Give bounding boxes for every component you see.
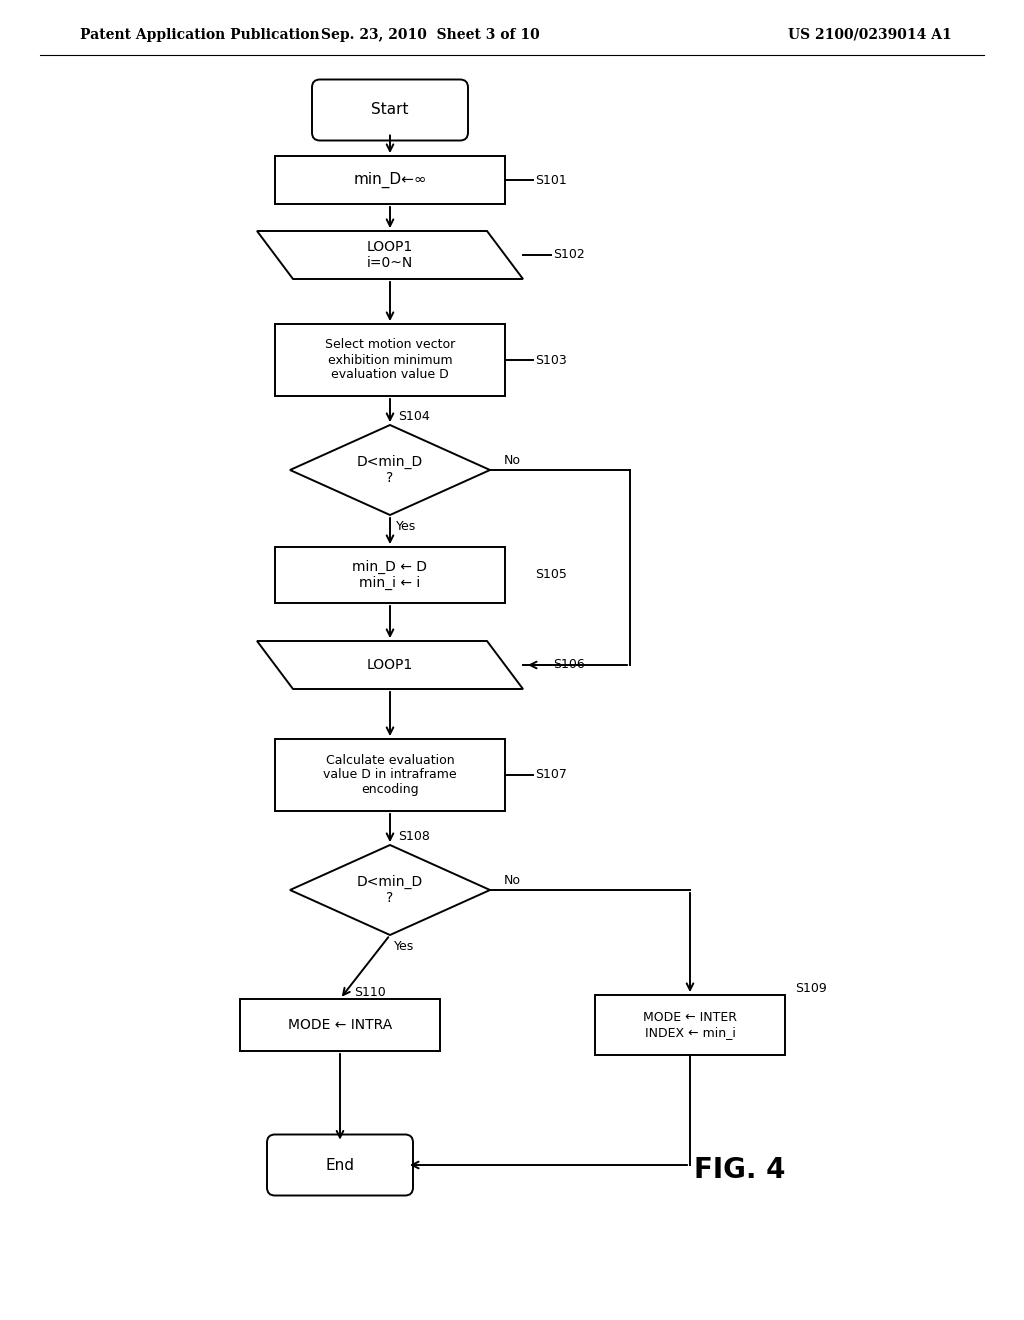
- Polygon shape: [290, 425, 490, 515]
- Text: S108: S108: [398, 830, 430, 843]
- Text: S106: S106: [553, 659, 585, 672]
- Text: MODE ← INTER
INDEX ← min_i: MODE ← INTER INDEX ← min_i: [643, 1011, 737, 1039]
- Text: S103: S103: [535, 354, 566, 367]
- FancyBboxPatch shape: [312, 79, 468, 140]
- Text: D<min_D
?: D<min_D ?: [357, 875, 423, 906]
- Text: No: No: [504, 454, 521, 466]
- Text: S109: S109: [795, 982, 826, 995]
- Text: Select motion vector
exhibition minimum
evaluation value D: Select motion vector exhibition minimum …: [325, 338, 455, 381]
- Text: D<min_D
?: D<min_D ?: [357, 455, 423, 486]
- Text: Start: Start: [372, 103, 409, 117]
- Text: S110: S110: [354, 986, 386, 999]
- Text: Yes: Yes: [396, 520, 416, 533]
- Text: S102: S102: [553, 248, 585, 261]
- Text: MODE ← INTRA: MODE ← INTRA: [288, 1018, 392, 1032]
- Text: Yes: Yes: [394, 940, 415, 953]
- Polygon shape: [257, 231, 523, 279]
- Text: US 2100/0239014 A1: US 2100/0239014 A1: [788, 28, 952, 42]
- Text: FIG. 4: FIG. 4: [694, 1156, 785, 1184]
- Polygon shape: [290, 845, 490, 935]
- Text: Calculate evaluation
value D in intraframe
encoding: Calculate evaluation value D in intrafra…: [324, 754, 457, 796]
- Text: S105: S105: [535, 569, 567, 582]
- Bar: [595, 995, 785, 1055]
- Text: min_D←∞: min_D←∞: [353, 172, 427, 189]
- Text: End: End: [326, 1158, 354, 1172]
- Text: LOOP1: LOOP1: [367, 657, 413, 672]
- Bar: [275, 323, 505, 396]
- FancyBboxPatch shape: [267, 1134, 413, 1196]
- Text: No: No: [504, 874, 521, 887]
- Bar: [275, 739, 505, 810]
- Text: LOOP1
i=0~N: LOOP1 i=0~N: [367, 240, 413, 271]
- Bar: [275, 546, 505, 603]
- Text: Sep. 23, 2010  Sheet 3 of 10: Sep. 23, 2010 Sheet 3 of 10: [321, 28, 540, 42]
- Text: min_D ← D
min_i ← i: min_D ← D min_i ← i: [352, 560, 427, 590]
- Text: S107: S107: [535, 768, 567, 781]
- Polygon shape: [257, 642, 523, 689]
- Bar: [275, 156, 505, 205]
- Text: Patent Application Publication: Patent Application Publication: [80, 28, 319, 42]
- Text: S101: S101: [535, 173, 566, 186]
- Text: S104: S104: [398, 411, 430, 424]
- Bar: [240, 999, 440, 1051]
